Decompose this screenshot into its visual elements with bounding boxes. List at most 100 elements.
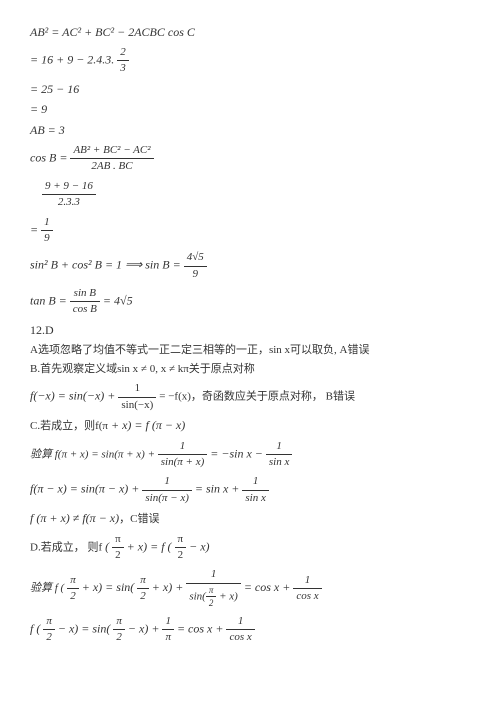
n: 9 + 9 − 16 <box>42 179 96 195</box>
t: C.若成立，则f(π <box>30 420 108 432</box>
frac: 1sin x <box>242 474 268 506</box>
n: π <box>113 614 125 630</box>
t: + x) = <box>82 580 117 594</box>
n: π <box>43 614 55 630</box>
n: 2 <box>117 45 129 61</box>
frac: 23 <box>117 45 129 77</box>
eq-ab3: AB = 3 <box>30 122 470 139</box>
eq-9: = 9 <box>30 101 470 118</box>
frac: 1sin x <box>266 439 292 471</box>
d: 3 <box>117 61 129 76</box>
d: sin(−x) <box>118 398 156 413</box>
n: 1 <box>293 573 321 589</box>
t: D.若成立， 则f <box>30 541 102 553</box>
t: ( <box>105 539 109 553</box>
d: sin(π − x) <box>142 491 191 506</box>
eq-sub1: = 16 + 9 − 2.4.3. 23 <box>30 45 470 77</box>
n: AB² + BC² − AC² <box>70 143 153 159</box>
n: 1 <box>242 474 268 490</box>
frac: 1π <box>162 614 174 646</box>
q12d: 12.D <box>30 322 470 339</box>
d: 9 <box>184 267 207 282</box>
frac: 4√59 <box>184 250 207 282</box>
frac: 1sin(−x) <box>118 381 156 413</box>
t: A选项忽略了均值不等式一正二定三相等的一正，sin x可以取负, A错误 <box>30 344 369 356</box>
frac: π2 <box>113 614 125 646</box>
opt-c-eq1: 验算 f(π + x) = sin(π + x) + 1sin(π + x) =… <box>30 439 470 471</box>
frac: 1sin(π − x) <box>142 474 191 506</box>
opt-b-intro: B.首先观察定义域sin x ≠ 0, x ≠ kπ关于原点对称 <box>30 362 470 377</box>
t: − x) = sin( <box>58 622 111 636</box>
t: + x) = f ( <box>127 539 172 553</box>
eq-cosb: cos B = AB² + BC² − AC²2AB . BC <box>30 143 470 175</box>
frac: π2 <box>175 532 187 564</box>
t: − x) <box>189 539 209 553</box>
t: + x) = f (π − x) <box>111 418 185 432</box>
n: π <box>137 573 149 589</box>
t: 验算 f ( <box>30 582 64 594</box>
t: tan B = <box>30 294 70 308</box>
t: 12.D <box>30 323 54 337</box>
t: f(−x) = sin(−x) + <box>30 389 118 403</box>
t: = −sin x − <box>210 446 266 460</box>
n: 1 <box>162 614 174 630</box>
eq-1-9: = 19 <box>30 215 470 247</box>
t: = cos x + <box>244 580 294 594</box>
opt-a: A选项忽略了均值不等式一正二定三相等的一正，sin x可以取负, A错误 <box>30 343 470 358</box>
d: 9 <box>41 231 53 246</box>
t: AB = 3 <box>30 123 65 137</box>
t: f (π + x) ≠ f(π − x) <box>30 511 119 525</box>
t: = 16 + 9 − 2.4.3. <box>30 52 114 66</box>
n: π <box>175 532 187 548</box>
opt-d-eq2: f ( π2 − x) = sin( π2 − x) + 1π = cos x … <box>30 614 470 646</box>
frac: 1sin(π + x) <box>158 439 207 471</box>
d: sin x <box>242 491 268 506</box>
opt-c-concl: f (π + x) ≠ f(π − x)，C错误 <box>30 510 470 527</box>
frac: π2 <box>67 573 79 605</box>
t: = −f(x)，奇函数应关于原点对称， B错误 <box>159 391 355 403</box>
eq-tanb: tan B = sin Bcos B = 4√5 <box>30 286 470 318</box>
d: sin(π2 + x) <box>186 584 240 610</box>
t: f(π − x) = sin(π − x) + <box>30 482 142 496</box>
eq-cosb-sub: 9 + 9 − 162.3.3 <box>42 179 470 211</box>
t: AB² = AC² + BC² − 2ACBC cos C <box>30 25 195 39</box>
frac: sin Bcos B <box>70 286 100 318</box>
t: B.首先观察定义域sin x ≠ 0, x ≠ kπ关于原点对称 <box>30 363 255 375</box>
t: sin( <box>116 580 134 594</box>
frac: π2 <box>112 532 124 564</box>
d: cos x <box>293 589 321 604</box>
opt-c-eq2: f(π − x) = sin(π − x) + 1sin(π − x) = si… <box>30 474 470 506</box>
n: 1 <box>186 567 240 583</box>
n: sin B <box>70 286 100 302</box>
d: 2 <box>67 589 79 604</box>
d: 2 <box>43 630 55 645</box>
n: 1 <box>41 215 53 231</box>
frac: 1cos x <box>226 614 254 646</box>
opt-d-intro: D.若成立， 则f ( π2 + x) = f ( π2 − x) <box>30 532 470 564</box>
n: 4√5 <box>184 250 207 266</box>
t: = 25 − 16 <box>30 82 79 96</box>
n: 1 <box>158 439 207 455</box>
t: = sin x + <box>195 482 243 496</box>
t: 验算 f(π + x) = sin(π + x) + <box>30 448 158 460</box>
d: cos x <box>226 630 254 645</box>
d: π <box>162 630 174 645</box>
frac: 9 + 9 − 162.3.3 <box>42 179 96 211</box>
frac: π2 <box>43 614 55 646</box>
n: 1 <box>118 381 156 397</box>
d: 2 <box>137 589 149 604</box>
n: 1 <box>226 614 254 630</box>
frac: 1sin(π2 + x) <box>186 567 240 610</box>
d: sin(π + x) <box>158 455 207 470</box>
t: = 9 <box>30 102 47 116</box>
opt-d-eq1: 验算 f ( π2 + x) = sin( π2 + x) + 1sin(π2 … <box>30 567 470 610</box>
opt-b-eq: f(−x) = sin(−x) + 1sin(−x) = −f(x)，奇函数应关… <box>30 381 470 413</box>
d: 2.3.3 <box>42 195 96 210</box>
frac: π2 <box>137 573 149 605</box>
n: π <box>67 573 79 589</box>
eq-ab2: AB² = AC² + BC² − 2ACBC cos C <box>30 24 470 41</box>
d: 2 <box>175 548 187 563</box>
t: cos B = <box>30 151 70 165</box>
d: sin x <box>266 455 292 470</box>
t: + x) + <box>152 580 187 594</box>
